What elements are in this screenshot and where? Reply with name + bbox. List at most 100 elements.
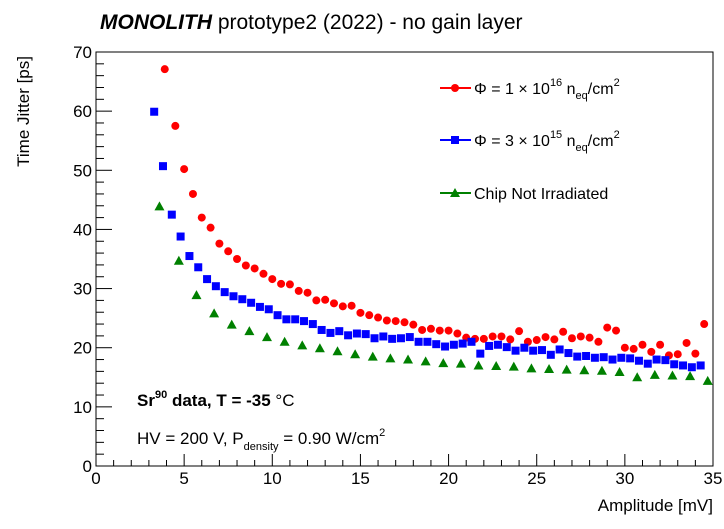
data-point-square [247, 298, 256, 307]
data-point-circle [656, 340, 665, 349]
x-tick-label: 20 [439, 469, 458, 488]
data-point-circle [374, 313, 383, 322]
data-point-triangle [226, 319, 237, 329]
data-point-triangle [332, 346, 343, 356]
data-point-circle [612, 326, 621, 335]
y-tick-label: 0 [83, 457, 92, 476]
data-point-square [273, 311, 282, 320]
data-point-square [150, 107, 159, 116]
data-point-triangle [244, 326, 255, 336]
y-tick-label: 60 [73, 102, 92, 121]
data-point-circle [160, 65, 169, 74]
legend-label-1e16: Φ = 1 × 1016 neq/cm2 [474, 77, 620, 102]
data-points [150, 65, 713, 385]
data-point-triangle [544, 364, 555, 374]
legend-entry-3e15: Φ = 3 × 1015 neq/cm2 [440, 129, 620, 154]
data-point-triangle [649, 369, 660, 379]
data-point-triangle [526, 363, 537, 373]
data-point-circle [700, 320, 709, 329]
data-point-circle [338, 302, 347, 311]
data-point-triangle [314, 343, 325, 353]
data-point-square [308, 320, 317, 329]
data-point-square [511, 346, 520, 355]
data-point-circle [638, 340, 647, 349]
data-point-square [194, 263, 203, 272]
data-point-circle [250, 264, 259, 273]
data-point-circle [691, 349, 700, 358]
data-point-square [608, 355, 617, 364]
data-point-circle [259, 269, 268, 278]
legend-marker-triangle [450, 188, 460, 197]
data-point-circle [400, 318, 409, 327]
data-point-square [617, 353, 626, 362]
legend-entry-1e16: Φ = 1 × 1016 neq/cm2 [440, 77, 620, 102]
data-point-triangle [154, 201, 165, 211]
data-point-circle [206, 223, 215, 232]
data-point-circle [312, 296, 321, 305]
data-point-circle [224, 247, 233, 256]
data-point-square [326, 328, 335, 337]
data-point-square [502, 343, 511, 352]
plot-frame [95, 51, 714, 467]
y-tick-label: 40 [73, 220, 92, 239]
data-point-square [687, 363, 696, 372]
data-point-circle [285, 280, 294, 289]
data-point-square [255, 302, 264, 311]
data-point-square [203, 275, 212, 284]
data-point-circle [391, 317, 400, 326]
x-tick-label: 35 [704, 469, 723, 488]
data-point-triangle [702, 375, 713, 385]
y-axis-label: Time Jitter [ps] [14, 56, 33, 167]
data-point-square [590, 353, 599, 362]
x-tick-label: 5 [179, 469, 188, 488]
legend-marker-square [451, 136, 459, 144]
data-point-triangle [685, 371, 696, 381]
series-triangle [154, 201, 713, 385]
chart-title: MONOLITH prototype2 (2022) - no gain lay… [100, 11, 523, 34]
data-point-square [485, 341, 494, 350]
data-point-square [379, 332, 388, 341]
data-point-circle [329, 299, 338, 308]
data-point-triangle [491, 361, 502, 371]
data-point-triangle [596, 365, 607, 375]
data-point-square [458, 339, 467, 348]
data-point-circle [418, 325, 427, 334]
data-point-triangle [403, 354, 414, 364]
data-point-circle [515, 327, 524, 336]
data-point-square [538, 346, 547, 355]
data-point-square [167, 210, 176, 219]
x-tick-label: 10 [263, 469, 282, 488]
data-point-square [661, 356, 670, 365]
series-circle [160, 65, 709, 360]
data-point-circle [585, 333, 594, 342]
data-point-circle [453, 329, 462, 338]
data-point-square [626, 354, 635, 363]
data-point-square [229, 292, 238, 301]
data-point-circle [682, 338, 691, 347]
data-point-triangle [297, 340, 308, 350]
data-point-circle [215, 239, 224, 248]
data-point-square [414, 337, 423, 346]
data-point-circle [426, 324, 435, 333]
data-point-triangle [579, 365, 590, 375]
data-point-circle [444, 326, 453, 335]
data-point-circle [479, 334, 488, 343]
data-point-square [370, 334, 379, 343]
data-point-square [467, 337, 476, 346]
data-point-square [476, 349, 485, 358]
data-point-square [582, 351, 591, 360]
data-point-circle [188, 189, 197, 198]
x-tick-label: 15 [351, 469, 370, 488]
data-point-square [555, 345, 564, 354]
data-point-circle [435, 326, 444, 335]
y-tick-label: 30 [73, 280, 92, 299]
data-point-square [493, 340, 502, 349]
data-point-circle [294, 286, 303, 295]
data-point-triangle [473, 360, 484, 370]
data-point-triangle [173, 255, 184, 265]
data-point-square [546, 350, 555, 359]
legend-entry-not-irradiated: Chip Not Irradiated [440, 186, 608, 203]
data-point-square [573, 352, 582, 361]
data-point-square [264, 305, 273, 314]
